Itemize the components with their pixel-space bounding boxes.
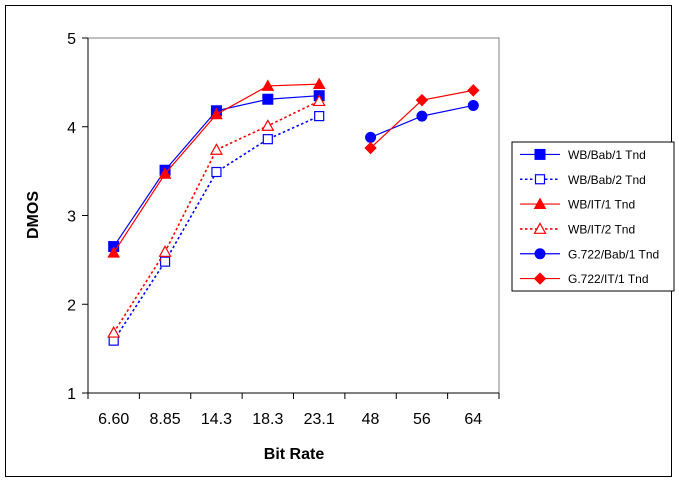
x-tick-label: 64 [464,411,482,428]
data-point [314,110,325,122]
x-tick-label: 23.1 [304,411,335,428]
x-tick-label: 6.60 [98,411,129,428]
legend-item: WB/Bab/2 Tnd [520,173,646,187]
x-tick-label: 8.85 [149,411,180,428]
legend-item: WB/IT/2 Tnd [520,222,635,236]
data-point [107,246,121,258]
data-point [262,134,273,145]
data-point [312,77,326,90]
x-tick-label: 56 [413,411,431,428]
legend-box [511,141,675,292]
data-point [261,119,275,131]
data-point [107,325,121,338]
data-point [415,93,429,107]
legend-item: WB/Bab/1 Tnd [520,148,646,162]
data-point [210,107,223,120]
y-tick-label: 3 [67,209,76,226]
legend-item: WB/IT/1 Tnd [520,197,635,212]
y-axis-title: DMOS [25,191,42,239]
data-point [209,143,223,155]
data-point [261,79,275,91]
series-layer [107,77,480,346]
legend-item: G.722/Bab/1 Tnd [520,247,659,261]
data-point [158,167,172,179]
y-tick-label: 1 [67,386,76,403]
y-tick-label: 5 [67,31,76,48]
series-line [113,100,320,334]
data-point [158,245,172,257]
data-point [211,166,222,178]
x-axis-title: Bit Rate [264,446,325,463]
legend-label: WB/Bab/1 Tnd [568,148,646,162]
data-point [467,99,479,111]
x-tick-label: 14.3 [201,411,232,428]
plot-area-border [87,37,500,394]
legend-label: WB/IT/2 Tnd [568,222,635,236]
data-point [159,256,171,267]
legend-marker [533,222,547,234]
series-5 [365,99,479,143]
data-point [365,131,377,143]
legend-label: WB/IT/1 Tnd [568,198,635,212]
legend-marker [533,197,547,209]
legend-item: G.722/IT/1 Tnd [520,272,649,286]
series-3 [107,77,326,258]
data-point [467,84,480,97]
x-tick-label: 48 [362,411,380,428]
y-tick-label: 4 [67,120,76,137]
y-ticks: 1 2 3 4 5 [67,31,88,403]
legend-marker [533,272,547,285]
legend-marker [534,148,546,160]
legend-label: WB/Bab/2 Tnd [568,173,646,187]
legend-marker [534,248,546,260]
data-point [364,141,377,155]
series-6 [364,84,480,155]
legend: WB/Bab/1 Tnd WB/Bab/2 Tnd WB/IT/1 Tnd WB/IT… [511,141,675,292]
y-tick-label: 2 [67,297,76,314]
data-point [416,110,428,122]
series-line [113,115,320,342]
x-tick-label: 18.3 [252,411,283,428]
legend-marker [534,174,546,185]
data-point [312,94,326,107]
legend-label: G.722/IT/1 Tnd [568,272,649,286]
series-2 [108,110,325,346]
legend-label: G.722/Bab/1 Tnd [568,247,659,261]
plot-area: 1 2 3 4 5 6.60 8.85 14.3 18.3 23.1 48 56 64 [67,31,500,428]
series-4 [107,94,326,338]
x-ticks: 6.60 8.85 14.3 18.3 23.1 48 56 64 [87,393,500,428]
data-point [262,93,274,105]
